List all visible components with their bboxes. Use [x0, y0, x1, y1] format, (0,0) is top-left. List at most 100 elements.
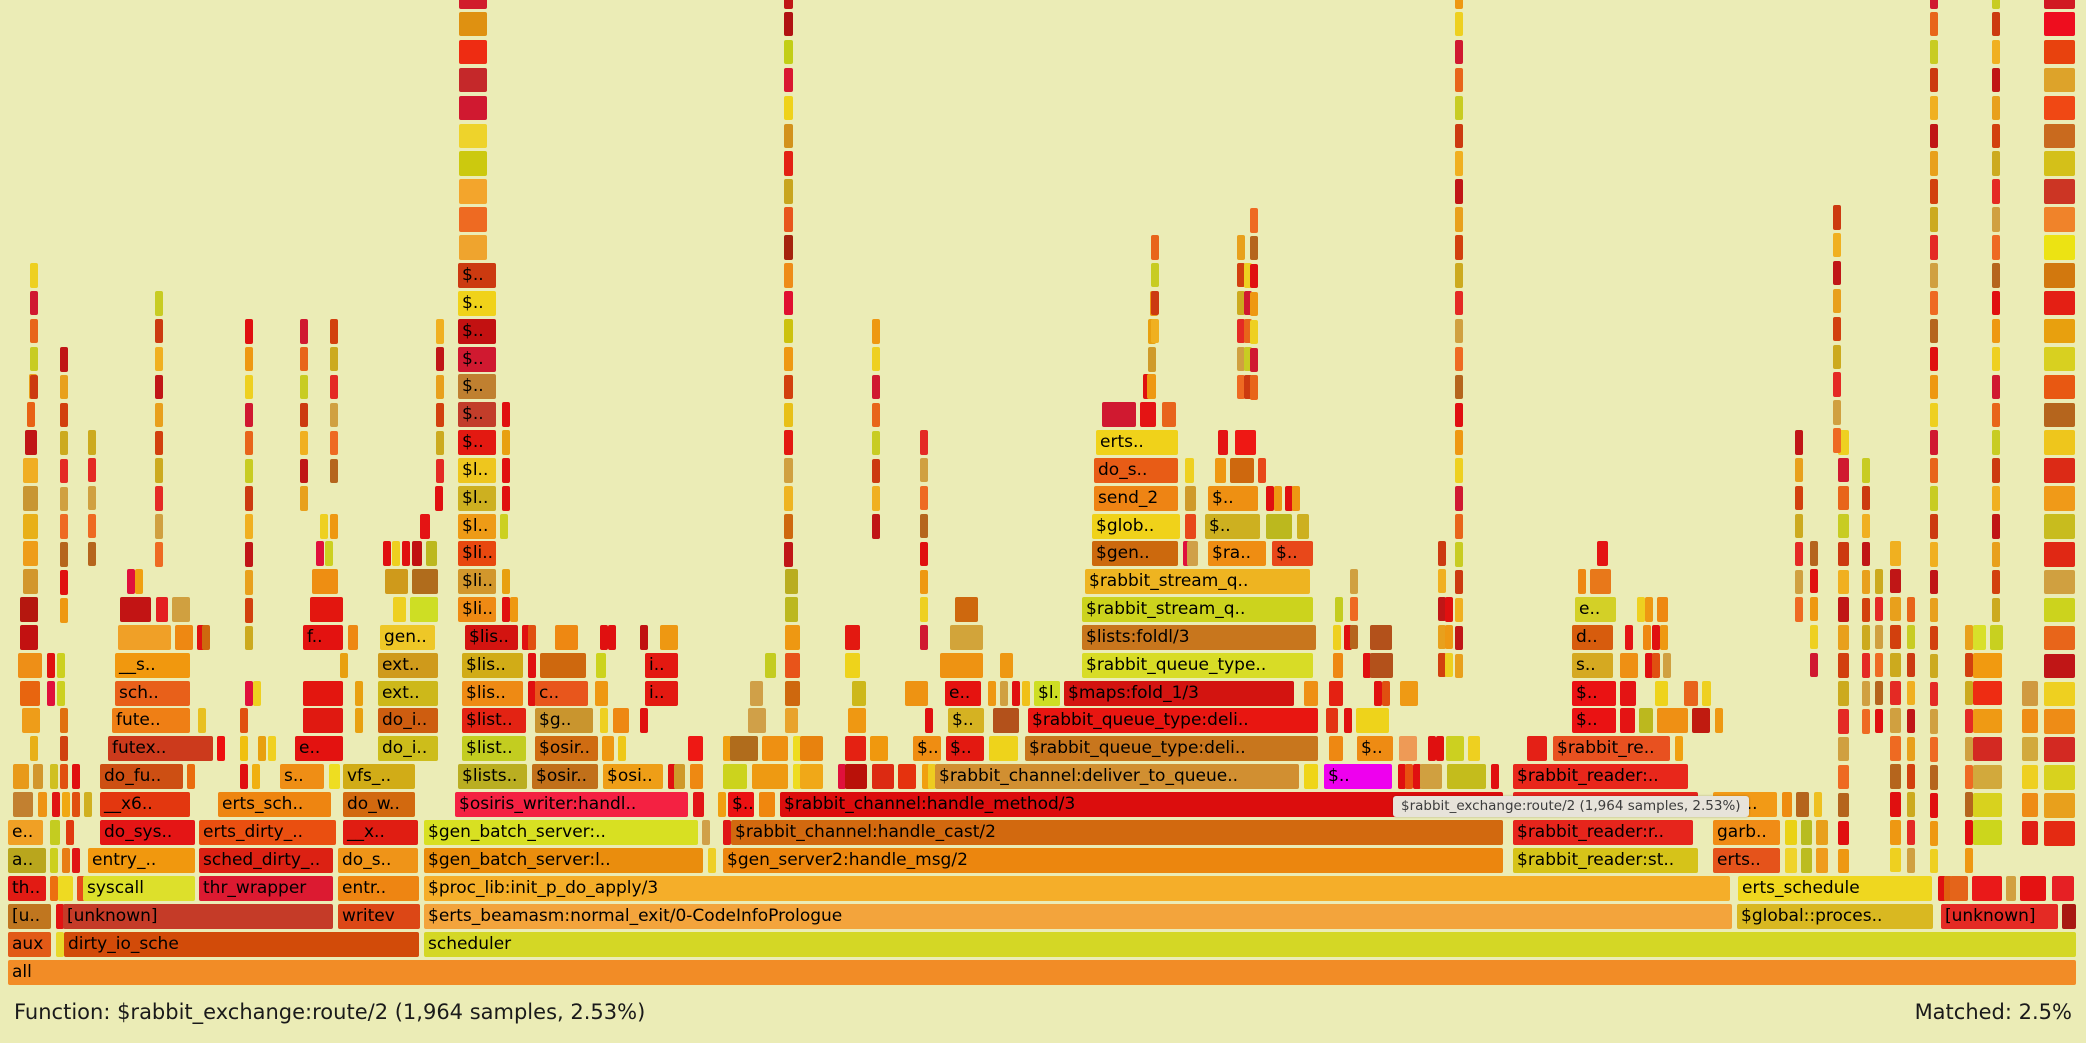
- flame-frame[interactable]: $..: [728, 792, 754, 817]
- flame-frame[interactable]: th..: [8, 876, 46, 901]
- flame-frame-sliver[interactable]: [1643, 625, 1651, 650]
- flame-frame[interactable]: s..: [280, 764, 324, 789]
- flame-frame-sliver[interactable]: [316, 541, 324, 566]
- flame-frame-sliver[interactable]: [1455, 374, 1463, 400]
- flame-frame-sliver[interactable]: [1965, 680, 1973, 706]
- flame-frame-sliver[interactable]: [1022, 681, 1030, 706]
- flame-frame-sliver[interactable]: [1663, 653, 1671, 678]
- flame-frame-sliver[interactable]: [1455, 179, 1463, 204]
- flame-frame-sliver[interactable]: [845, 736, 866, 761]
- flame-frame-sliver[interactable]: [27, 402, 35, 427]
- flame-frame-sliver[interactable]: [785, 653, 800, 678]
- flame-frame-sliver[interactable]: [1838, 764, 1849, 790]
- flame-frame-sliver[interactable]: [1447, 764, 1486, 789]
- flame-frame-sliver[interactable]: [245, 430, 253, 456]
- flame-frame-sliver[interactable]: [1992, 402, 2000, 427]
- flame-frame-sliver[interactable]: [1445, 652, 1453, 678]
- flame-frame-sliver[interactable]: [436, 402, 444, 428]
- flame-frame-sliver[interactable]: [88, 485, 96, 511]
- flame-frame-sliver[interactable]: [2044, 821, 2075, 846]
- flame-frame[interactable]: s..: [1572, 653, 1613, 678]
- flame-frame-sliver[interactable]: [2044, 263, 2075, 288]
- flame-frame-sliver[interactable]: [1335, 597, 1343, 622]
- flame-frame-sliver[interactable]: [848, 708, 866, 733]
- flame-frame[interactable]: $erts_beamasm:normal_exit/0-CodeInfoProl…: [424, 904, 1732, 929]
- flame-frame-sliver[interactable]: [23, 569, 38, 594]
- flame-frame[interactable]: $global::proces..: [1737, 904, 1933, 929]
- flame-frame-sliver[interactable]: [30, 346, 38, 372]
- flame-frame-sliver[interactable]: [88, 541, 96, 567]
- flame-frame-sliver[interactable]: [1992, 569, 2000, 595]
- flame-frame-sliver[interactable]: [1455, 290, 1463, 316]
- flame-frame-sliver[interactable]: [88, 457, 96, 483]
- flame-frame-sliver[interactable]: [784, 207, 793, 232]
- flame-frame-sliver[interactable]: [540, 653, 586, 678]
- flame-frame-sliver[interactable]: [22, 708, 40, 733]
- flame-frame-sliver[interactable]: [392, 541, 400, 566]
- flame-frame-sliver[interactable]: [2044, 95, 2075, 121]
- flame-frame-sliver[interactable]: [60, 598, 68, 623]
- flame-frame-sliver[interactable]: [502, 569, 510, 594]
- flame-frame-sliver[interactable]: [920, 485, 928, 511]
- flame-frame-sliver[interactable]: [84, 792, 92, 817]
- flame-frame-sliver[interactable]: [1862, 653, 1870, 678]
- flame-frame-sliver[interactable]: [1370, 625, 1392, 650]
- flame-frame-sliver[interactable]: [1000, 653, 1013, 678]
- flame-frame-sliver[interactable]: [1973, 653, 2002, 678]
- flame-frame-sliver[interactable]: [1468, 736, 1480, 761]
- flame-frame-sliver[interactable]: [1329, 736, 1343, 761]
- flame-frame-sliver[interactable]: [1237, 346, 1245, 372]
- flame-frame-sliver[interactable]: [730, 736, 758, 761]
- flame-frame-sliver[interactable]: [1862, 709, 1870, 734]
- flame-frame-sliver[interactable]: [252, 764, 260, 789]
- flame-frame-sliver[interactable]: [2044, 67, 2075, 93]
- flame-frame-sliver[interactable]: [2062, 904, 2076, 929]
- flame-frame-sliver[interactable]: [1907, 792, 1915, 817]
- flame-frame[interactable]: $g..: [535, 708, 593, 733]
- flame-frame-sliver[interactable]: [1244, 374, 1252, 400]
- flame-frame-sliver[interactable]: [800, 764, 823, 789]
- flame-frame-sliver[interactable]: [72, 792, 80, 817]
- flame-frame-sliver[interactable]: [702, 820, 710, 845]
- flame-frame-sliver[interactable]: [1350, 596, 1358, 622]
- flame-frame-sliver[interactable]: [1151, 318, 1159, 344]
- flame-frame-sliver[interactable]: [1838, 820, 1849, 846]
- flame-frame-sliver[interactable]: [1992, 290, 2000, 316]
- flame-frame-sliver[interactable]: [1795, 457, 1803, 483]
- flame-frame-sliver[interactable]: [1382, 681, 1390, 706]
- flame-frame-sliver[interactable]: [1715, 708, 1723, 733]
- flame-frame-sliver[interactable]: [1420, 764, 1442, 789]
- flame-frame-sliver[interactable]: [1445, 597, 1453, 622]
- flame-frame-sliver[interactable]: [1148, 347, 1156, 372]
- flame-frame-sliver[interactable]: [1455, 653, 1463, 679]
- flame-frame-sliver[interactable]: [784, 514, 793, 539]
- flame-frame-sliver[interactable]: [955, 597, 978, 622]
- flame-frame-sliver[interactable]: [436, 374, 444, 400]
- flame-frame-sliver[interactable]: [1374, 681, 1382, 706]
- flame-frame[interactable]: $rabbit_channel:handle_cast/2: [731, 820, 1503, 845]
- flame-frame-sliver[interactable]: [500, 514, 508, 539]
- flame-frame-sliver[interactable]: [1992, 263, 2000, 288]
- flame-frame-sliver[interactable]: [62, 848, 70, 873]
- flame-frame[interactable]: gen..: [380, 625, 435, 650]
- flame-frame-sliver[interactable]: [245, 346, 253, 372]
- flame-frame-sliver[interactable]: [2044, 318, 2075, 344]
- flame-frame-sliver[interactable]: [60, 764, 68, 789]
- flame-frame-sliver[interactable]: [784, 346, 793, 372]
- flame-frame-sliver[interactable]: [1428, 736, 1436, 761]
- flame-frame[interactable]: $..: [458, 402, 496, 427]
- flame-frame-sliver[interactable]: [1455, 207, 1463, 232]
- flame-frame-sliver[interactable]: [1838, 709, 1849, 734]
- flame-frame-sliver[interactable]: [30, 290, 38, 316]
- flame-frame-sliver[interactable]: [1250, 347, 1258, 372]
- flame-frame-sliver[interactable]: [1838, 569, 1849, 594]
- flame-frame-sliver[interactable]: [18, 653, 42, 678]
- flame-frame-sliver[interactable]: [1455, 402, 1463, 427]
- flame-frame-sliver[interactable]: [1438, 596, 1446, 622]
- flame-frame-sliver[interactable]: [1930, 653, 1938, 679]
- flame-frame[interactable]: sched_dirty_..: [199, 848, 333, 873]
- flame-frame-sliver[interactable]: [436, 346, 444, 372]
- flame-frame[interactable]: entry_..: [88, 848, 195, 873]
- flame-frame-sliver[interactable]: [872, 514, 880, 539]
- flame-frame-sliver[interactable]: [1455, 346, 1463, 372]
